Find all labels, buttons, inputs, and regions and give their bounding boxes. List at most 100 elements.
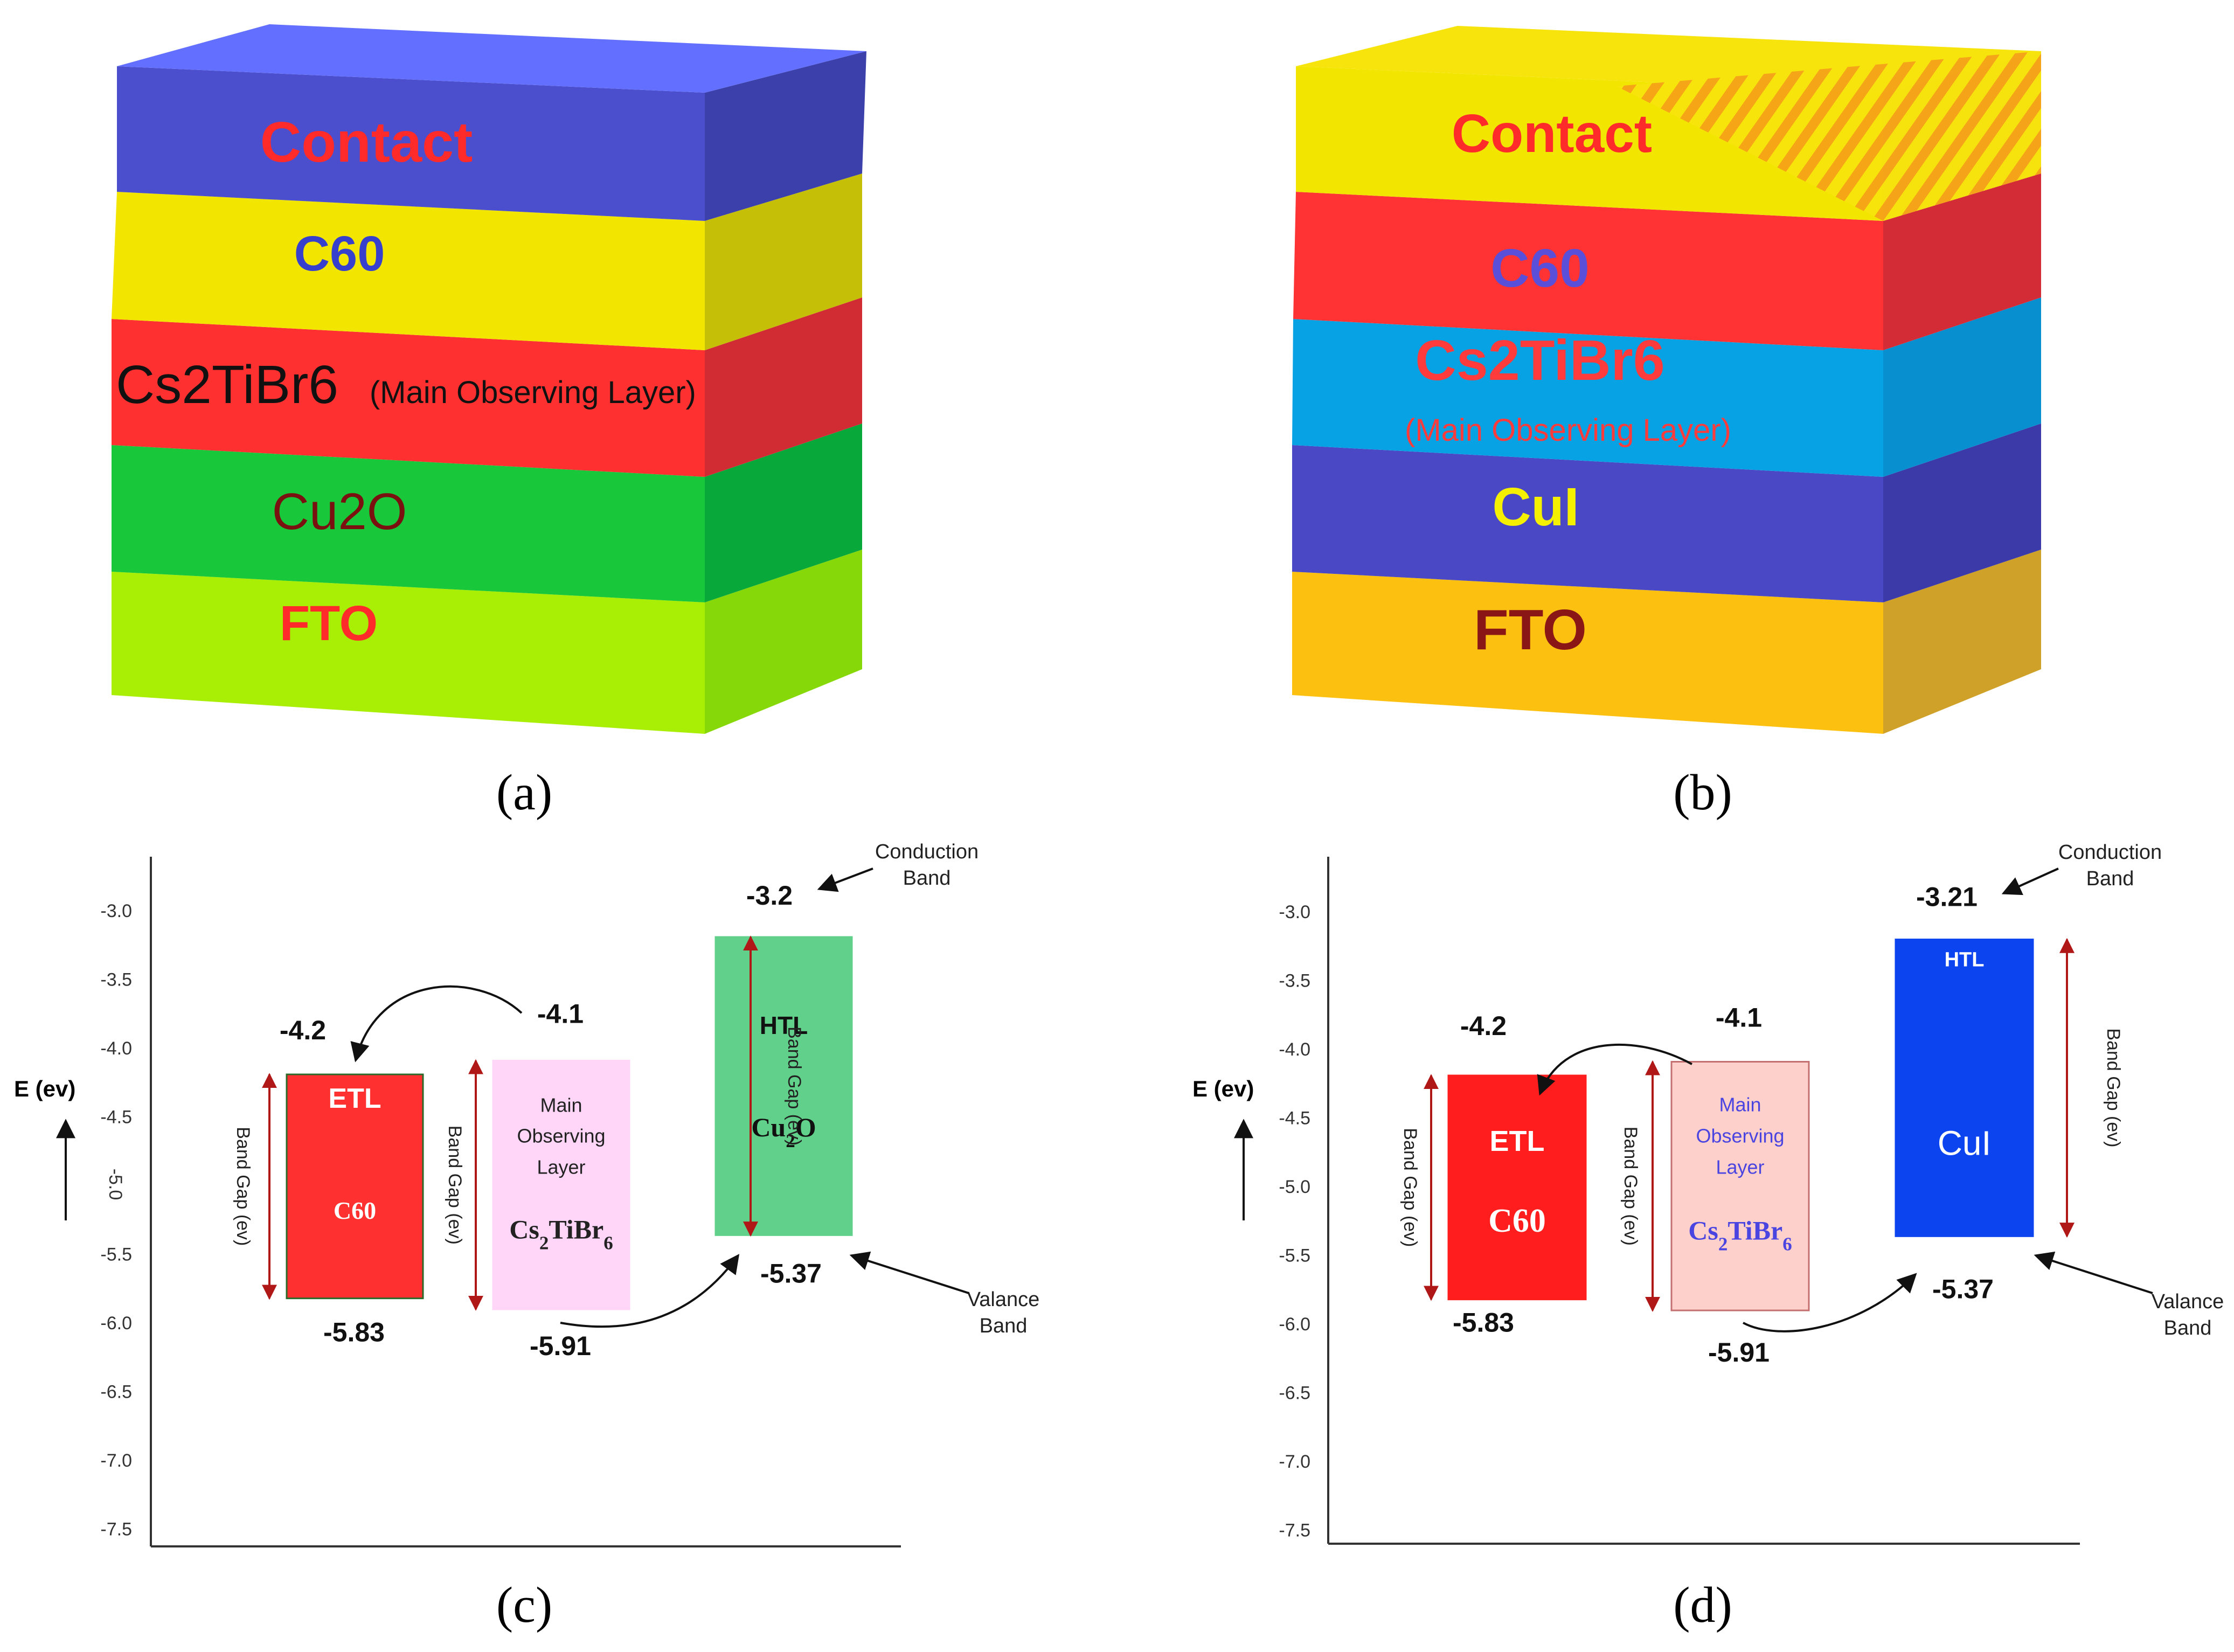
layer-a-0-topface [117, 24, 866, 93]
ylabel-d: E (ev) [1192, 1076, 1254, 1101]
band-label-line: ETL [1490, 1125, 1545, 1157]
panel-b: FTO CuI Cs2TiBr6 (Main Observing Layer) … [1292, 26, 2041, 821]
panel-c: -3.0 -3.5 -4.0 -4.5 -5.0 -5.5 -6.0 -6.5 -7.0 -7.5… [14, 841, 1039, 1633]
y-tick-label: -4.5 [100, 1107, 132, 1128]
band-2: Main Observing Layer Cs2TiBr6 -4.1 -5.91 Band … [1620, 1003, 1810, 1368]
layer-a-2-front [112, 319, 705, 477]
y-tick-label: -5.5 [100, 1245, 132, 1265]
vb-value: -5.91 [1708, 1337, 1770, 1368]
layer-a-3-front [112, 445, 705, 602]
y-tick-label: -6.5 [100, 1382, 132, 1403]
layer-a-1-front [112, 192, 705, 350]
valance-band-label: Valance [967, 1288, 1040, 1311]
layer-b-4-label: FTO [1474, 598, 1587, 662]
layer-b-2-side [1883, 297, 2041, 477]
band-rect [1670, 1061, 1810, 1311]
electron-transfer-arrow [350, 985, 523, 1063]
layer-b-2: Cs2TiBr6 (Main Observing Layer) [1292, 297, 2041, 477]
band-label-line: HTL [1945, 949, 1985, 971]
band-rect [714, 936, 853, 1236]
bands-c: ETL C60 -4.2 -5.83 Band Gap (ev) Main Observin… [233, 880, 853, 1361]
conduction-band-arrow [2001, 867, 2059, 896]
layer-a-4-side [705, 550, 862, 734]
band-label-line: ETL [328, 1083, 381, 1114]
layer-a-0-side [705, 51, 866, 221]
layer-b-2-front [1292, 319, 1883, 477]
band-label-line: Layer [537, 1156, 585, 1178]
y-tick-label: -7.5 [100, 1519, 132, 1540]
layer-b-4: FTO [1292, 550, 2041, 734]
cb-value: -4.2 [1460, 1011, 1507, 1041]
layer-a-3: Cu2O [112, 424, 862, 602]
cb-value: -4.2 [280, 1015, 326, 1045]
y-tick-label: -6.5 [1279, 1383, 1310, 1404]
layer-b-1-front [1293, 192, 1883, 350]
y-tick-label: -7.0 [1279, 1452, 1310, 1472]
y-tick-label: -7.0 [100, 1450, 132, 1471]
layer-b-4-side [1883, 550, 2041, 734]
layer-a-2-name: Cs2TiBr6 [116, 355, 338, 415]
hole-transfer-arrow [1743, 1273, 1917, 1332]
valance-band-arrow [849, 1251, 969, 1294]
layer-a-1-side [705, 173, 862, 350]
conduction-band-label: Band [903, 867, 951, 890]
band-label-line: Main [540, 1094, 582, 1116]
layer-b-2-label: Cs2TiBr6 [1415, 329, 1665, 392]
band-label-line: Layer [1716, 1156, 1764, 1178]
layer-b-2-sub: (Main Observing Layer) [1405, 413, 1731, 448]
y-tick-label: -4.0 [1279, 1039, 1310, 1060]
annotations-d: Conduction Band Valance Band [1537, 841, 2224, 1339]
layer-a-1-label: C60 [294, 226, 385, 281]
y-tick-label: -3.0 [100, 901, 132, 921]
band-formula: Cs2TiBr6 [1688, 1216, 1792, 1255]
hole-transfer-arrow [560, 1254, 740, 1328]
caption-d: (d) [1673, 1577, 1732, 1633]
band-gap-label: Band Gap (ev) [233, 1127, 253, 1246]
y-tick-label: -7.5 [1279, 1521, 1310, 1541]
band-label-line: C60 [334, 1197, 376, 1224]
band-gap-label: Band Gap (ev) [784, 1026, 804, 1146]
band-gap-label: Band Gap (ev) [1400, 1128, 1420, 1247]
panel-d: -3.0 -3.5 -4.0 -4.5 -5.0 -5.5 -6.0 -6.5 -7.0 -7.5… [1192, 841, 2224, 1633]
band-gap-label: Band Gap (ev) [1620, 1127, 1641, 1246]
y-tick-label: -5.0 [1279, 1177, 1310, 1197]
y-tick-label: -4.0 [100, 1038, 132, 1059]
band-2: Main Observing Layer Cs2TiBr6 -4.1 -5.91 Band … [445, 999, 630, 1361]
band-label-line: CuI [1938, 1124, 1992, 1163]
band-rect [1895, 939, 2034, 1237]
y-tick-label: -5.5 [1279, 1246, 1310, 1266]
band-label-line: HTL [760, 1011, 808, 1039]
caption-b: (b) [1673, 765, 1732, 821]
caption-a: (a) [496, 765, 552, 821]
layer-a-0-front [117, 66, 705, 221]
y-tick-label: -6.0 [1279, 1314, 1310, 1335]
layer-b-1-side [1883, 173, 2041, 350]
layer-a-2-sub: (Main Observing Layer) [370, 375, 696, 410]
layer-b-1-label: C60 [1490, 238, 1589, 299]
band-rect [286, 1073, 424, 1300]
y-tick-label: -3.5 [1279, 971, 1310, 991]
layer-a-4-front [112, 572, 705, 734]
cb-value: -3.2 [746, 880, 793, 911]
layer-a-3-label: Cu2O [272, 483, 407, 540]
conduction-band-arrow [817, 867, 873, 892]
layer-b-1: C60 [1293, 173, 2041, 350]
layer-b-0-label: Contact [1452, 103, 1652, 164]
band-label-line: Observing [517, 1125, 605, 1147]
layer-a-2-label: Cs2TiBr6 (Main Observing Layer) [116, 355, 696, 415]
band-label-line: Observing [1696, 1125, 1784, 1147]
bands-d: ETL C60 -4.2 -5.83 Band Gap (ev) Main Observin… [1400, 882, 2124, 1368]
vb-value: -5.83 [323, 1317, 385, 1348]
band-gap-label: Band Gap (ev) [2103, 1028, 2124, 1147]
band-formula: Cs2TiBr6 [509, 1214, 613, 1254]
y-ticks-c: -3.0 -3.5 -4.0 -4.5 -5.0 -5.5 -6.0 -6.5 -7.0 -7.5 [100, 901, 132, 1540]
layer-a-0-label: Contact [260, 110, 473, 174]
band-gap-label: Band Gap (ev) [445, 1126, 465, 1245]
vb-value: -5.37 [1932, 1274, 1994, 1304]
band-label-line: C60 [1488, 1203, 1546, 1239]
layer-b-3-front [1292, 445, 1883, 602]
layer-a-0: Contact [117, 24, 866, 221]
y-tick-label: -6.0 [100, 1313, 132, 1334]
